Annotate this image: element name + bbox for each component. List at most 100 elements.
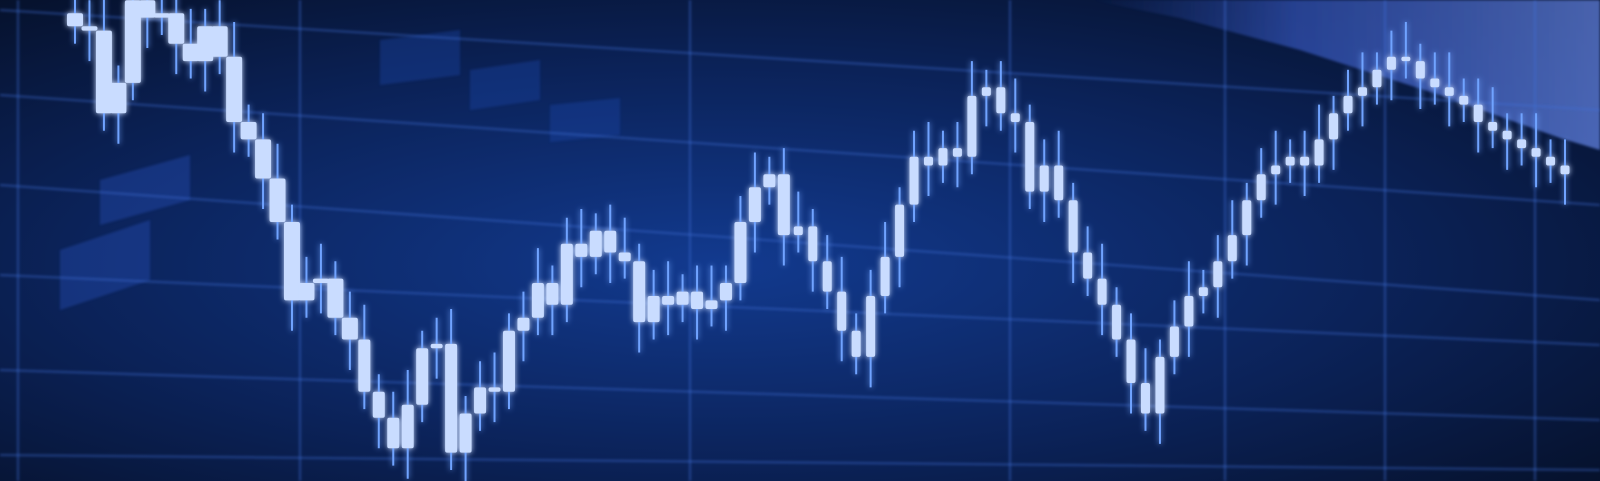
candle-body-76 xyxy=(1155,356,1165,414)
candle-body-37 xyxy=(589,230,602,257)
candle-body-35 xyxy=(560,243,573,305)
candle-body-16 xyxy=(283,222,300,301)
candle-body-101 xyxy=(1517,139,1527,149)
candle-body-50 xyxy=(777,174,790,236)
candle-body-96 xyxy=(1444,87,1454,96)
candle-body-23 xyxy=(387,417,400,449)
candle-body-15 xyxy=(269,178,286,223)
candle-body-11 xyxy=(211,26,228,57)
candle-body-61 xyxy=(938,148,948,166)
candle-body-29 xyxy=(474,387,487,414)
candle-body-54 xyxy=(837,291,847,331)
top-right-band xyxy=(1090,0,1600,150)
candle-body-19 xyxy=(327,278,344,318)
candle-body-66 xyxy=(1010,113,1020,122)
candle-body-44 xyxy=(691,291,704,310)
candle-body-102 xyxy=(1531,148,1541,157)
candle-body-52 xyxy=(808,226,818,262)
candle-body-2 xyxy=(81,26,98,31)
background-bars xyxy=(60,30,620,310)
candle-body-84 xyxy=(1271,165,1281,175)
candle-body-45 xyxy=(705,300,718,310)
candle-body-10 xyxy=(197,26,214,62)
candle-body-26 xyxy=(430,343,443,349)
candle-body-40 xyxy=(633,261,646,323)
candle-body-9 xyxy=(182,43,199,62)
bg-bar-4 xyxy=(470,60,540,110)
candle-body-71 xyxy=(1083,252,1093,279)
candle-body-1 xyxy=(67,13,83,27)
candle-body-21 xyxy=(358,339,371,392)
candle-body-78 xyxy=(1184,296,1194,327)
candle-body-77 xyxy=(1169,326,1179,357)
candle-body-4 xyxy=(110,82,127,114)
candle-body-100 xyxy=(1502,130,1512,140)
candle-body-57 xyxy=(880,256,890,296)
candle-body-30 xyxy=(488,387,501,392)
candle-body-83 xyxy=(1256,174,1266,201)
bg-bar-1 xyxy=(60,220,150,310)
candle-body-42 xyxy=(662,296,675,305)
candle-body-34 xyxy=(546,282,559,305)
candle-body-17 xyxy=(298,282,315,301)
candle-body-53 xyxy=(822,261,832,292)
candle-body-93 xyxy=(1401,56,1411,62)
candle-body-27 xyxy=(445,343,458,453)
candle-body-63 xyxy=(967,95,977,157)
grid-line-h-2 xyxy=(0,94,1600,206)
candle-body-75 xyxy=(1140,383,1150,414)
candle-body-32 xyxy=(517,317,530,331)
candle-body-8 xyxy=(168,13,185,44)
candle-body-91 xyxy=(1372,69,1382,88)
grid-line-h-6 xyxy=(0,454,1600,471)
candle-body-97 xyxy=(1459,95,1469,105)
candle-body-7 xyxy=(153,13,170,18)
candle-body-85 xyxy=(1285,156,1295,166)
grid-line-h-4 xyxy=(0,274,1600,346)
candle-body-46 xyxy=(719,282,732,301)
candle-body-88 xyxy=(1329,113,1339,140)
candle-body-58 xyxy=(895,204,905,257)
candle-body-72 xyxy=(1097,278,1107,305)
candle-body-47 xyxy=(734,222,747,283)
candle-body-56 xyxy=(866,296,876,357)
candle-body-25 xyxy=(416,348,429,405)
candle-body-103 xyxy=(1546,156,1556,166)
candle-body-20 xyxy=(341,317,358,340)
candle-body-69 xyxy=(1054,165,1064,201)
candle-body-24 xyxy=(401,404,414,449)
bg-bar-2 xyxy=(100,155,190,225)
candle-body-99 xyxy=(1488,122,1498,131)
candle-body-18 xyxy=(312,278,329,283)
grid-line-h-3 xyxy=(0,184,1600,301)
candle-body-74 xyxy=(1126,339,1136,383)
candle-body-87 xyxy=(1314,139,1324,166)
candle-body-73 xyxy=(1112,304,1122,340)
candle-body-38 xyxy=(604,230,617,253)
candle-body-62 xyxy=(952,148,962,157)
candle-body-98 xyxy=(1473,104,1483,122)
grid-line-h-5 xyxy=(0,369,1600,421)
candle-body-86 xyxy=(1300,156,1310,166)
candle-body-49 xyxy=(763,174,776,188)
candle-body-31 xyxy=(502,330,515,392)
candle-body-65 xyxy=(996,87,1006,114)
candle-body-79 xyxy=(1198,287,1208,296)
candle-body-67 xyxy=(1025,122,1035,192)
candle-body-22 xyxy=(372,391,385,418)
candles xyxy=(67,0,1570,481)
candle-body-41 xyxy=(647,296,660,323)
candle-body-94 xyxy=(1415,61,1425,79)
candle-body-55 xyxy=(851,330,861,357)
candle-body-36 xyxy=(575,243,588,257)
candle-body-5 xyxy=(124,0,141,83)
candle-body-95 xyxy=(1430,78,1440,88)
candle-body-60 xyxy=(923,156,933,166)
candle-body-90 xyxy=(1357,87,1367,96)
candle-body-33 xyxy=(531,282,544,318)
candle-body-64 xyxy=(981,87,991,96)
bg-bar-5 xyxy=(550,98,620,142)
